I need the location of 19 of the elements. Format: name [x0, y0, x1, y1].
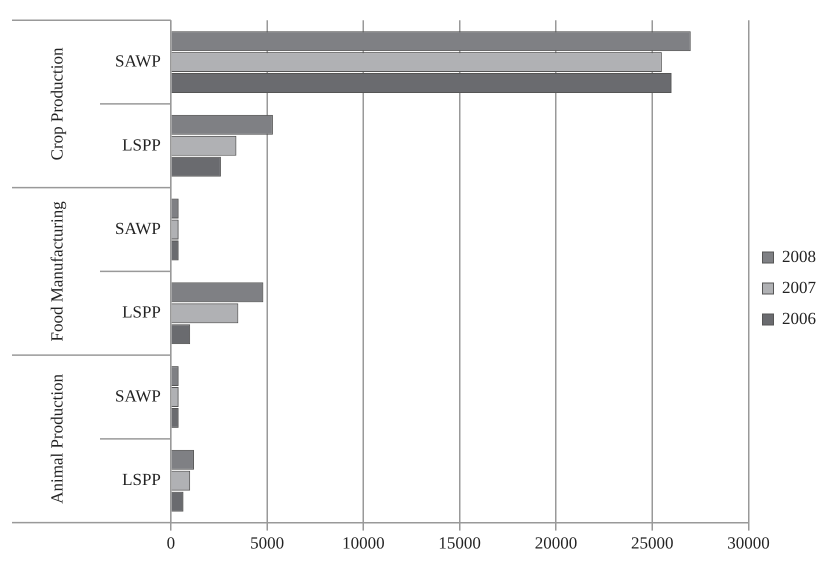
x-tick-label: 25000 [630, 533, 674, 552]
x-tick-label: 10000 [342, 533, 385, 552]
y-tick-label: LSPP [122, 135, 161, 154]
text: Animal Production [47, 373, 66, 504]
x-tick-label: 15000 [438, 533, 481, 552]
x-tick-label: 5000 [250, 533, 284, 552]
legend-label: 2007 [782, 278, 816, 297]
text: Crop Production [47, 47, 66, 160]
y-tick-label: SAWP [114, 52, 161, 71]
x-tick-label: 30000 [727, 533, 770, 552]
text: Food Manufacturing [47, 200, 66, 342]
y-tick-label: LSPP [122, 470, 161, 490]
legend-label: 2006 [782, 308, 816, 328]
y-tick-label: LSPP [122, 302, 161, 322]
y-tick-label: SAWP [114, 219, 161, 238]
x-tick-label: 0 [166, 533, 176, 552]
x-tick-label: 20000 [534, 533, 578, 552]
y-tick-label: SAWP [114, 386, 161, 406]
legend-label: 2008 [782, 246, 816, 266]
